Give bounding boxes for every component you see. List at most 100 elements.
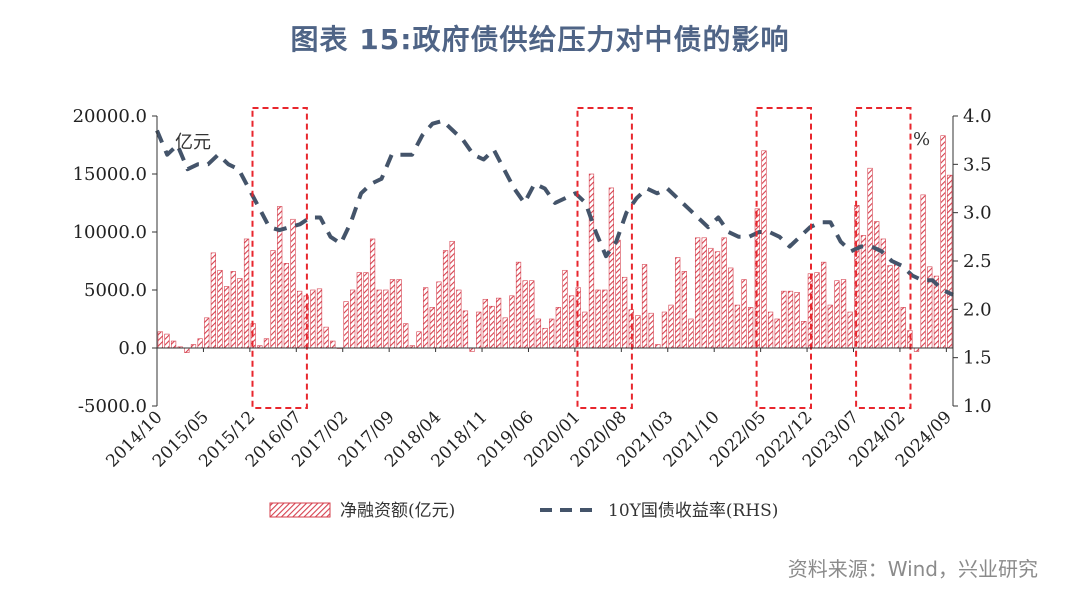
legend: 净融资额(亿元) 10Y国债收益率(RHS)	[269, 501, 778, 521]
legend-label-bars: 净融资额(亿元)	[340, 501, 455, 521]
bar-net-financing	[893, 264, 900, 349]
highlight-box	[251, 107, 308, 409]
left-tick-label: 0.0	[118, 338, 147, 359]
bar-net-financing	[495, 297, 502, 349]
right-tick-label: 4.0	[963, 106, 992, 127]
axes	[152, 115, 958, 407]
bar-net-financing	[648, 312, 654, 349]
bar-net-financing	[164, 333, 170, 349]
bar-net-financing	[913, 347, 920, 352]
bar-net-financing	[940, 135, 946, 349]
bar-net-financing	[694, 237, 701, 349]
bar-net-financing	[608, 187, 614, 349]
bar-net-financing	[363, 272, 369, 349]
bar-net-financing	[224, 286, 230, 349]
left-tick-label: 20000.0	[73, 106, 147, 127]
bar-net-financing	[655, 344, 661, 349]
bar-net-financing	[834, 280, 840, 349]
right-tick-label: 2.0	[963, 299, 992, 320]
highlight-box	[855, 107, 912, 409]
right-tick-label: 1.5	[963, 348, 992, 369]
bar-net-financing	[821, 261, 827, 349]
bar-net-financing	[595, 289, 601, 349]
bar-net-financing	[867, 167, 873, 349]
bar-net-financing	[283, 263, 289, 349]
bar-net-financing	[529, 280, 535, 349]
bar-net-financing	[860, 235, 867, 349]
left-tick-label: 15000.0	[73, 164, 147, 185]
bar-net-financing	[436, 281, 442, 349]
legend-label-line: 10Y国债收益率(RHS)	[608, 501, 778, 521]
bar-net-financing	[542, 327, 548, 349]
bar-net-financing	[562, 269, 568, 349]
bar-net-financing	[933, 275, 940, 349]
bar-net-financing	[403, 323, 409, 349]
bar-net-financing	[389, 279, 396, 349]
bar-net-financing	[641, 264, 648, 349]
bar-net-financing	[217, 269, 223, 349]
bar-net-financing	[887, 265, 893, 349]
highlight-boxes	[251, 107, 912, 409]
bar-net-financing	[874, 221, 880, 349]
bar-net-financing	[754, 208, 760, 349]
bar-net-financing	[582, 311, 588, 349]
highlight-box	[755, 107, 812, 409]
source-note: 资料来源：Wind，兴业研究	[787, 557, 1038, 581]
y-tick-labels: -5000.0 0.0 5000.0 10000.0 15000.0 20000.0 1.0…	[73, 106, 992, 417]
right-tick-label: 2.5	[963, 251, 992, 272]
bar-net-financing	[376, 289, 382, 349]
bar-net-financing	[900, 307, 906, 349]
bar-net-financing	[535, 318, 542, 349]
bar-net-financing	[714, 251, 721, 349]
bar-net-financing	[920, 194, 926, 349]
bar-net-financing	[814, 272, 820, 349]
bar-net-financing	[170, 340, 177, 349]
bar-net-financing	[157, 331, 163, 349]
bar-net-financing	[469, 347, 475, 352]
bar-net-financing	[840, 279, 847, 349]
bar-net-financing	[502, 317, 508, 349]
bar-net-financing	[767, 311, 774, 349]
bar-net-financing	[728, 267, 734, 349]
bar-net-financing	[515, 261, 522, 349]
bar-net-financing	[622, 276, 628, 349]
bar-net-financing	[522, 280, 528, 349]
bar-net-financing	[602, 289, 608, 349]
bar-net-financing	[462, 310, 469, 349]
bar-net-financing	[847, 311, 853, 349]
bar-net-financing	[509, 295, 515, 349]
right-tick-label: 3.5	[963, 154, 992, 175]
right-tick-label: 3.0	[963, 203, 992, 224]
bar-net-financing	[615, 239, 621, 349]
bar-net-financing	[356, 272, 362, 349]
bar-net-financing	[442, 250, 449, 349]
bar-net-financing	[482, 298, 488, 349]
bar-net-financing	[210, 252, 216, 349]
bar-net-financing	[661, 311, 668, 349]
bar-net-financing	[827, 304, 833, 349]
bar-net-financing	[635, 315, 641, 349]
bar-net-financing	[230, 271, 236, 349]
bar-net-financing	[456, 289, 462, 349]
bar-net-financing	[549, 318, 555, 349]
bar-net-financing	[688, 318, 694, 349]
bar-net-financing	[190, 344, 197, 349]
bar-net-financing	[449, 240, 455, 349]
bar-net-financing	[781, 290, 787, 349]
bar-net-financing	[290, 218, 296, 349]
bar-net-financing	[555, 307, 561, 349]
bar-net-financing	[184, 347, 190, 353]
left-tick-label: 5000.0	[84, 280, 147, 301]
bar-net-financing	[476, 311, 482, 349]
bar-net-financing	[296, 290, 303, 349]
bar-net-financing	[350, 289, 356, 349]
bar-net-financing	[761, 150, 767, 349]
bar-net-financing	[369, 238, 376, 349]
x-tick-labels: 2014/102015/052015/122016/072017/022017/…	[102, 407, 955, 471]
bar-net-financing	[270, 250, 276, 349]
bar-series	[157, 135, 953, 353]
bar-net-financing	[263, 338, 270, 349]
bar-net-financing	[741, 279, 747, 349]
bar-net-financing	[880, 238, 886, 349]
bar-net-financing	[774, 318, 780, 349]
